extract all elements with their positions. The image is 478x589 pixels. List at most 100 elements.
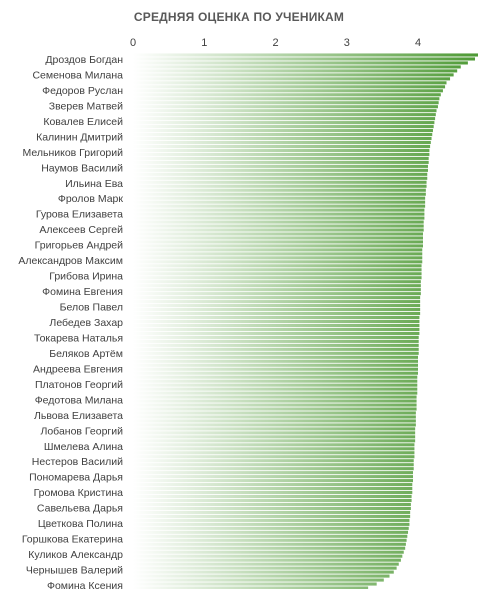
- bar: [133, 355, 418, 359]
- bar: [133, 97, 440, 101]
- bar: [133, 574, 390, 578]
- bar: [133, 419, 416, 423]
- bar: [133, 443, 415, 447]
- chart-title: СРЕДНЯЯ ОЦЕНКА ПО УЧЕНИКАМ: [133, 10, 345, 24]
- bar: [133, 411, 416, 415]
- bar: [133, 168, 428, 172]
- bar: [133, 188, 426, 192]
- category-label: Александров Максим: [18, 255, 123, 267]
- bar: [133, 244, 423, 248]
- category-label: Ковалев Елисей: [43, 116, 123, 128]
- bar: [133, 383, 418, 387]
- bar: [133, 570, 394, 574]
- bar: [133, 379, 418, 383]
- bar: [133, 506, 411, 510]
- bar: [133, 431, 416, 435]
- bar: [133, 542, 406, 546]
- category-label: Гурова Елизавета: [36, 209, 123, 221]
- bar: [133, 319, 420, 324]
- bar: [133, 387, 418, 391]
- bar: [133, 224, 424, 228]
- bar: [133, 586, 369, 589]
- bar: [133, 339, 419, 343]
- bar: [133, 435, 416, 439]
- category-label: Федоров Руслан: [42, 85, 123, 97]
- x-axis-tick-labels: 0 1 2 3 4: [130, 37, 421, 49]
- bar: [133, 260, 423, 264]
- bar: [133, 403, 417, 407]
- bar: [133, 308, 421, 312]
- bar: [133, 399, 417, 403]
- bar: [133, 132, 433, 137]
- bar: [133, 204, 426, 208]
- bar: [133, 136, 432, 141]
- bar: [133, 471, 414, 475]
- category-label: Платонов Георгий: [35, 379, 123, 391]
- bar: [133, 522, 410, 526]
- category-label: Белов Павел: [60, 302, 123, 314]
- category-label: Зверев Матвей: [49, 100, 123, 112]
- bar: [133, 176, 428, 180]
- category-label: Алексеев Сергей: [39, 224, 123, 236]
- bar: [133, 367, 418, 371]
- bar: [133, 252, 423, 256]
- bar: [133, 343, 419, 347]
- category-label: Федотова Милана: [35, 394, 123, 406]
- category-label: Фомина Евгения: [42, 286, 123, 298]
- category-label: Калинин Дмитрий: [36, 131, 123, 143]
- category-label: Лебедев Захар: [49, 317, 123, 329]
- bar: [133, 113, 436, 117]
- bar: [133, 490, 413, 495]
- bar: [133, 292, 421, 296]
- category-label: Токарева Наталья: [34, 332, 123, 344]
- category-label: Шмелева Алина: [44, 441, 123, 453]
- bar: [133, 228, 424, 232]
- bar: [133, 240, 423, 244]
- category-label: Наумов Василий: [41, 162, 123, 174]
- bar: [133, 121, 435, 125]
- bar: [133, 152, 430, 156]
- bar: [133, 483, 413, 487]
- category-label: Григорьев Андрей: [35, 240, 123, 252]
- bar: [133, 304, 421, 308]
- bar-series: [133, 53, 478, 589]
- bar: [133, 300, 421, 304]
- bar: [133, 494, 412, 499]
- bar: [133, 212, 425, 216]
- bar: [133, 323, 420, 328]
- x-tick-label: 0: [130, 37, 136, 49]
- bar: [133, 371, 418, 375]
- bar: [133, 463, 414, 467]
- bar: [133, 268, 422, 272]
- bar: [133, 479, 414, 483]
- bar: [133, 554, 403, 558]
- bar: [133, 125, 434, 129]
- bar: [133, 184, 427, 188]
- category-label: Савельева Дарья: [37, 503, 123, 515]
- category-label: Пономарева Дарья: [29, 472, 123, 484]
- bar: [133, 89, 443, 93]
- bar: [133, 526, 409, 530]
- bar: [133, 236, 423, 240]
- category-label: Семенова Милана: [32, 69, 123, 81]
- category-label: Нестеров Василий: [32, 456, 123, 468]
- bar: [133, 502, 411, 507]
- bar: [133, 77, 451, 81]
- bar: [133, 276, 422, 280]
- bar: [133, 395, 417, 399]
- category-label: Мельников Григорий: [23, 147, 124, 159]
- bar: [133, 73, 454, 77]
- category-label: Цветкова Полина: [38, 518, 123, 530]
- bar: [133, 467, 414, 471]
- category-label: Горшкова Екатерина: [22, 534, 123, 546]
- bar: [133, 327, 420, 331]
- bar: [133, 518, 410, 522]
- x-tick-label: 3: [344, 37, 350, 49]
- bar: [133, 288, 421, 292]
- x-tick-label: 2: [272, 37, 278, 49]
- bar: [133, 498, 412, 503]
- bar: [133, 427, 416, 431]
- bar: [133, 459, 414, 463]
- bar: [133, 538, 407, 542]
- bar: [133, 192, 426, 196]
